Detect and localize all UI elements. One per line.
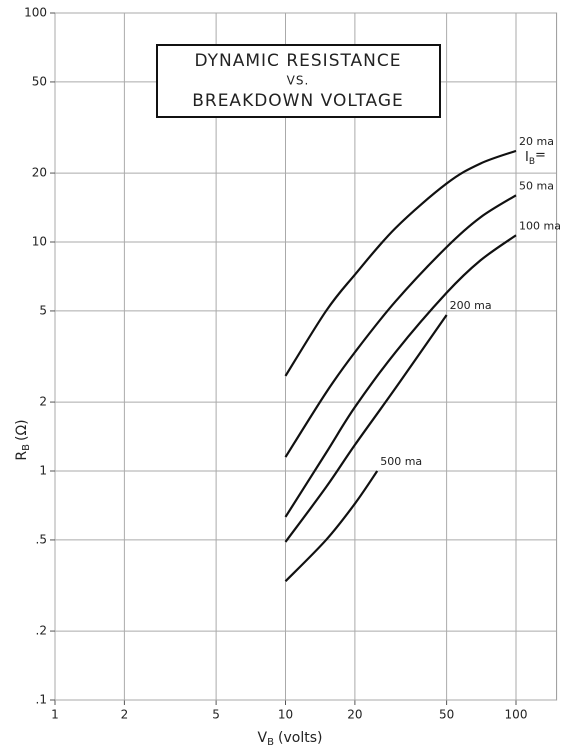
- x-tick-label: 2: [121, 708, 129, 722]
- y-tick-label: 100: [24, 6, 47, 20]
- title-box: [156, 44, 441, 118]
- chart-title: DYNAMIC RESISTANCE: [194, 51, 401, 71]
- x-axis-label: VB (volts): [258, 730, 323, 748]
- y-axis-label: RB (Ω): [14, 419, 32, 460]
- series-line: [284, 234, 517, 518]
- series-label: 50 ma: [519, 179, 554, 192]
- y-tick-label: 5: [39, 303, 47, 317]
- x-tick-label: 10: [278, 708, 293, 722]
- x-tick-label: 50: [439, 708, 454, 722]
- annotation-rest: =: [535, 148, 546, 163]
- annotation: IB=: [525, 148, 546, 167]
- series-line: [284, 470, 379, 583]
- y-tick-label: 1: [39, 464, 47, 478]
- series-label: 20 ma: [519, 135, 554, 148]
- series-label: 100 ma: [519, 219, 561, 232]
- y-axis-label-main: R: [14, 451, 30, 461]
- y-axis-label-sub: B: [21, 444, 32, 451]
- annotation-main: I: [525, 150, 529, 165]
- y-tick-label: 50: [32, 74, 47, 88]
- x-tick-label: 20: [347, 708, 362, 722]
- x-tick-label: 5: [212, 708, 220, 722]
- series-label: 500 ma: [380, 455, 422, 468]
- y-axis-label-unit: (Ω): [14, 419, 30, 441]
- x-tick-label: 100: [505, 708, 528, 722]
- y-tick-label: 2: [39, 395, 47, 409]
- y-tick-label: 10: [32, 235, 47, 249]
- series-line: [284, 149, 517, 377]
- annotation-sub: B: [529, 157, 535, 167]
- y-tick-label: .5: [36, 532, 47, 546]
- y-tick-label: .2: [36, 624, 47, 638]
- y-tick-label: .1: [36, 693, 47, 707]
- chart-title: VS.: [287, 74, 310, 88]
- y-tick-label: 20: [32, 166, 47, 180]
- x-axis-label-unit: (volts): [278, 730, 322, 746]
- series-line: [284, 194, 517, 458]
- x-axis-label-main: V: [258, 730, 268, 746]
- x-tick-label: 1: [51, 708, 59, 722]
- chart-title: BREAKDOWN VOLTAGE: [192, 91, 404, 111]
- x-axis-label-sub: B: [267, 737, 274, 748]
- series-line: [284, 314, 448, 543]
- series-label: 200 ma: [450, 299, 492, 312]
